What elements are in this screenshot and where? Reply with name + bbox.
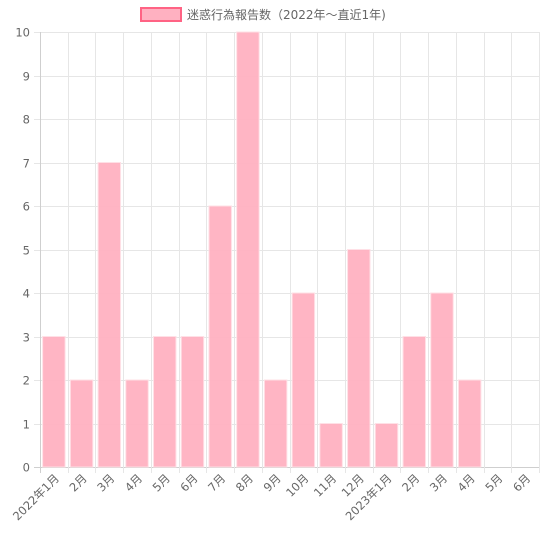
y-tick-label: 7 xyxy=(23,157,30,171)
legend[interactable]: 迷惑行為報告数（2022年～直近1年) xyxy=(140,7,386,22)
x-tick-label: 3月 xyxy=(94,471,117,494)
bar-15[interactable] xyxy=(457,379,482,468)
y-tick-label: 3 xyxy=(23,331,30,345)
bar-11[interactable] xyxy=(347,249,371,468)
y-tick-label: 0 xyxy=(23,461,30,475)
legend-label: 迷惑行為報告数（2022年～直近1年) xyxy=(187,7,386,22)
y-tick-label: 6 xyxy=(23,200,30,214)
bar-8[interactable] xyxy=(263,379,288,468)
bar-7[interactable] xyxy=(236,31,260,468)
x-tick-label: 6月 xyxy=(510,471,533,494)
x-tick-label: 2月 xyxy=(399,471,422,494)
x-tick-label: 8月 xyxy=(233,471,256,494)
x-tick-label: 5月 xyxy=(482,471,505,494)
bar-3[interactable] xyxy=(125,379,149,468)
bar-1[interactable] xyxy=(69,379,94,468)
x-tick-label: 3月 xyxy=(427,471,450,494)
x-tick-label: 2022年1月 xyxy=(10,471,62,523)
y-tick-label: 2 xyxy=(23,374,30,388)
bar-2[interactable] xyxy=(97,162,122,468)
y-tick-label: 10 xyxy=(15,26,30,40)
bar-13[interactable] xyxy=(402,336,426,468)
bar-4[interactable] xyxy=(153,336,177,468)
x-tick-label: 11月 xyxy=(311,471,339,499)
x-tick-label: 9月 xyxy=(261,471,284,494)
bars xyxy=(42,31,482,468)
x-tick-label: 6月 xyxy=(177,471,200,494)
bar-14[interactable] xyxy=(430,292,454,468)
y-tick-label: 8 xyxy=(23,113,30,127)
y-tick-label: 1 xyxy=(23,418,30,432)
bar-0[interactable] xyxy=(42,336,66,468)
x-tick-label: 4月 xyxy=(455,471,478,494)
bar-9[interactable] xyxy=(291,292,316,468)
y-axis-ticks: 0 1 2 3 4 5 6 7 8 9 10 xyxy=(15,26,30,475)
y-tick-label: 4 xyxy=(23,287,30,301)
y-tick-label: 9 xyxy=(23,70,30,84)
y-tick-label: 5 xyxy=(23,244,30,258)
x-tick-label: 10月 xyxy=(283,471,311,499)
x-tick-label: 5月 xyxy=(150,471,173,494)
bar-5[interactable] xyxy=(180,336,205,468)
legend-swatch xyxy=(140,7,182,22)
bar-12[interactable] xyxy=(374,423,399,468)
bar-6[interactable] xyxy=(208,205,232,468)
x-tick-label: 7月 xyxy=(205,471,228,494)
bar-10[interactable] xyxy=(319,423,343,468)
x-tick-label: 4月 xyxy=(122,471,145,494)
x-tick-label: 2月 xyxy=(66,471,89,494)
